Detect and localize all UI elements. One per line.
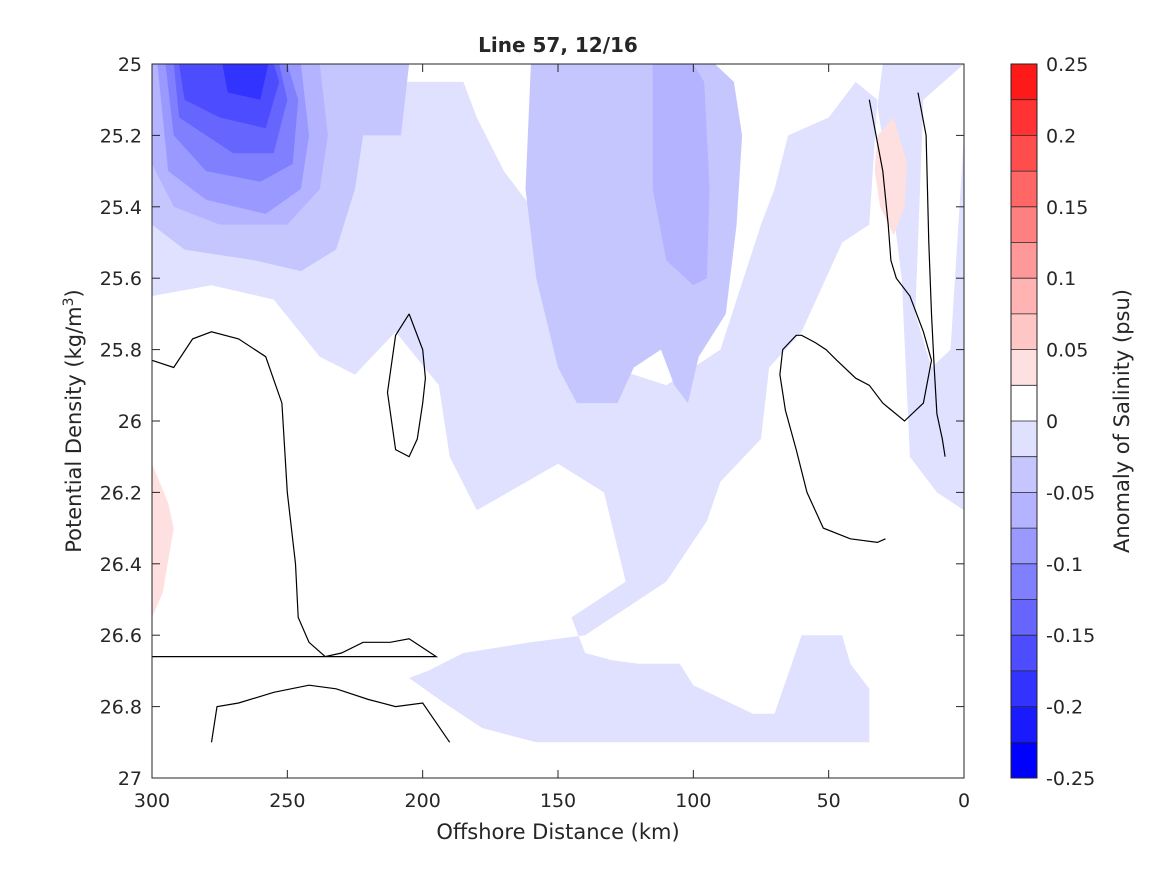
colorbar-tick-label: -0.05: [1046, 482, 1095, 504]
colorbar-tick-label: 0.05: [1046, 340, 1088, 362]
contour-region-10: [222, 64, 269, 100]
x-tick-label: 200: [405, 790, 441, 812]
colorbar-swatch: [1011, 599, 1037, 636]
x-tick-label: 150: [540, 790, 576, 812]
colorbar-tick-label: -0.1: [1046, 554, 1083, 576]
y-axis-label-close: ): [62, 289, 86, 297]
y-axis-label: Potential Density (kg/m3): [61, 289, 86, 553]
x-tick-label: 0: [958, 790, 970, 812]
y-tick-label: 26.2: [100, 482, 142, 504]
colorbar-swatch: [1011, 385, 1037, 421]
colorbar-tick-label: 0.2: [1046, 125, 1076, 147]
colorbar-swatch: [1011, 206, 1037, 243]
colorbar-tick-label: -0.25: [1046, 768, 1095, 790]
contour-region-11: [152, 463, 174, 618]
y-tick-label: 26.4: [100, 554, 142, 576]
colorbar-swatch: [1011, 492, 1037, 529]
zero-contour-line-4: [917, 92, 946, 457]
colorbar-tick-label: -0.15: [1046, 625, 1095, 647]
contour-region-0: [152, 64, 964, 511]
contour-region-5: [652, 64, 710, 286]
colorbar-swatch: [1011, 706, 1037, 743]
colorbar-swatch: [1011, 563, 1037, 600]
y-tick-label: 25.4: [100, 197, 142, 219]
y-tick-label: 25: [118, 54, 142, 76]
zero-contour-line-2: [386, 313, 427, 458]
y-axis: 25 25.2 25.4 25.6 25.8 26 26.2 26.4 26.6 26.8 27: [100, 54, 964, 790]
colorbar-swatch: [1011, 171, 1037, 207]
zero-contour-line-3: [779, 99, 933, 544]
x-tick-label: 250: [269, 790, 305, 812]
zero-contour-line-1: [210, 684, 451, 743]
y-tick-label: 26.8: [100, 697, 142, 719]
colorbar-tick-label: 0.15: [1046, 197, 1088, 219]
zero-contour-line-0: [151, 331, 439, 658]
y-tick-label: 27: [118, 768, 142, 790]
colorbar-swatch: [1011, 135, 1037, 172]
y-tick-label: 25.2: [100, 125, 142, 147]
colorbar-swatch: [1011, 456, 1037, 493]
colorbar-swatch: [1011, 528, 1037, 564]
colorbar-swatch: [1011, 64, 1037, 100]
colorbar-tick-label: 0.1: [1046, 268, 1076, 290]
colorbar-swatch: [1011, 635, 1037, 671]
colorbar-label: Anomaly of Salinity (psu): [1110, 289, 1134, 553]
y-tick-label: 26.6: [100, 625, 142, 647]
x-tick-label: 50: [817, 790, 841, 812]
contour-region-12: [874, 117, 908, 236]
y-axis-label-main: Potential Density (kg/m: [62, 306, 86, 552]
colorbar-swatch: [1011, 742, 1037, 778]
colorbar: 0.25 0.2 0.15 0.1 0.05 0 -0.05 -0.1 -0.15 -0.2 -0.…: [1010, 54, 1095, 790]
colorbar-swatch: [1011, 421, 1037, 457]
colorbar-swatch: [1011, 670, 1037, 707]
colorbar-swatch: [1011, 349, 1037, 386]
colorbar-tick-label: -0.2: [1046, 697, 1083, 719]
x-tick-label: 300: [134, 790, 170, 812]
colorbar-tick-label: 0: [1046, 411, 1058, 433]
colorbar-swatch: [1011, 278, 1037, 314]
y-tick-label: 25.6: [100, 268, 142, 290]
x-axis: 300 250 200 150 100 50 0: [134, 64, 970, 812]
x-tick-label: 100: [675, 790, 711, 812]
y-tick-label: 26: [118, 411, 142, 433]
colorbar-tick-label: 0.25: [1046, 54, 1088, 76]
y-tick-label: 25.8: [100, 340, 142, 362]
colorbar-swatch: [1011, 242, 1037, 279]
colorbar-swatch: [1011, 99, 1037, 136]
y-axis-label-superscript: 3: [61, 297, 77, 306]
colorbar-swatch: [1011, 313, 1037, 350]
zero-contour-layer: [151, 92, 946, 743]
filled-contour-layer: [152, 64, 964, 743]
chart-title: Line 57, 12/16: [478, 33, 638, 57]
colorbar-frame: [1010, 63, 1038, 779]
x-axis-label: Offshore Distance (km): [436, 820, 679, 844]
